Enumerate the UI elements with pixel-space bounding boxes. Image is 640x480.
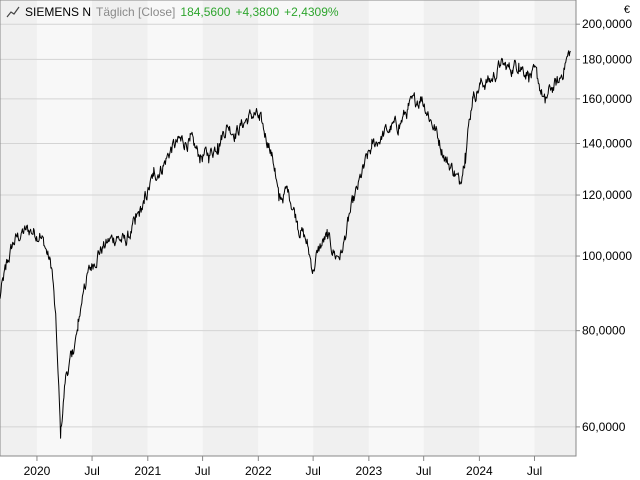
x-tick-label: Jul — [305, 464, 320, 478]
plot-frame — [0, 0, 577, 457]
period-band — [534, 0, 576, 456]
period-bands — [0, 0, 576, 456]
interval-label[interactable]: Täglich [Close] — [96, 5, 176, 19]
x-tick-label: Jul — [527, 464, 542, 478]
x-tick-label: Jul — [195, 464, 210, 478]
x-tick-label: 2022 — [245, 464, 272, 478]
x-tick-label: 2021 — [134, 464, 161, 478]
x-axis: 2020 Jul 2021 Jul 2022 Jul 2023 Jul 2024 Jul — [24, 456, 542, 478]
currency-symbol: € — [623, 4, 630, 16]
y-tick-label: 60,0000 — [582, 420, 626, 434]
period-band — [147, 0, 203, 456]
y-tick-label: 100,0000 — [582, 249, 632, 263]
y-tick-label: 80,0000 — [582, 324, 626, 338]
x-tick-label: 2023 — [356, 464, 383, 478]
period-band — [258, 0, 314, 456]
y-tick-label: 180,0000 — [582, 52, 632, 66]
period-band — [36, 0, 93, 456]
chart-header: SIEMENS N Täglich [Close] 184,5600 +4,38… — [6, 3, 339, 21]
price-change: +4,3800 — [235, 5, 280, 19]
price-change-percent: +2,4309% — [284, 5, 339, 19]
period-band — [202, 0, 259, 456]
x-tick-label: Jul — [84, 464, 99, 478]
x-tick-label: 2020 — [24, 464, 51, 478]
y-axis: 60,0000 80,0000 100,0000 120,0000 140,0000 16… — [576, 17, 632, 434]
x-tick-label: 2024 — [466, 464, 493, 478]
y-tick-label: 120,0000 — [582, 188, 632, 202]
period-band — [313, 0, 369, 456]
price-series — [0, 50, 571, 439]
last-price: 184,5600 — [180, 5, 231, 19]
x-tick-label: Jul — [416, 464, 431, 478]
period-band — [92, 0, 148, 456]
line-chart-icon[interactable] — [6, 5, 20, 19]
y-tick-label: 140,0000 — [582, 136, 632, 150]
period-band — [368, 0, 424, 456]
price-line — [0, 50, 571, 439]
y-tick-label: 200,0000 — [582, 17, 632, 31]
y-tick-label: 160,0000 — [582, 92, 632, 106]
gridlines — [0, 23, 576, 428]
period-band — [0, 0, 37, 456]
instrument-name[interactable]: SIEMENS N — [25, 5, 92, 19]
period-band — [423, 0, 480, 456]
